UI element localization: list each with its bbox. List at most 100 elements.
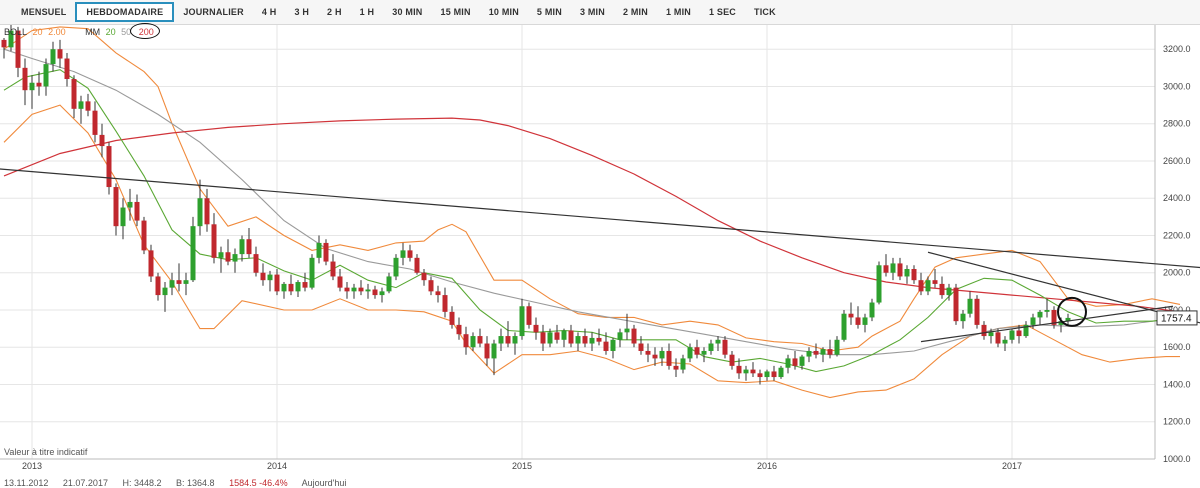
mm200-period: 200 <box>138 27 154 37</box>
candle-down <box>1016 330 1022 337</box>
candle-down <box>484 343 490 359</box>
candle-up <box>1058 321 1064 325</box>
candle-up <box>127 201 133 208</box>
x-tick-label: 2014 <box>267 461 287 471</box>
trend-line <box>920 305 1174 343</box>
boll-period: 20 <box>32 27 43 37</box>
candle-up <box>890 263 896 273</box>
footer-start-date: 13.11.2012 <box>4 478 49 488</box>
timeframe-2-min[interactable]: 2 MIN <box>622 7 648 17</box>
candle-down <box>1051 309 1057 325</box>
boll-legend[interactable]: BOLL 20 2.00 <box>4 27 71 37</box>
timeframe-1-sec[interactable]: 1 SEC <box>708 7 736 17</box>
candle-up <box>946 287 952 296</box>
candle-down <box>106 146 112 188</box>
candle-down <box>568 330 574 344</box>
candle-up <box>197 198 203 227</box>
grid-lines <box>0 25 1155 460</box>
candle-up <box>701 350 707 355</box>
candle-down <box>176 280 182 284</box>
candle-down <box>974 298 980 325</box>
candle-down <box>22 67 28 91</box>
candle-up <box>862 317 868 325</box>
candle-down <box>582 336 588 344</box>
candle-up <box>1009 330 1015 340</box>
candle-up <box>869 302 875 318</box>
candle-down <box>435 291 441 296</box>
candle-down <box>736 365 742 374</box>
timeframe-mensuel[interactable]: MENSUEL <box>21 7 67 17</box>
candle-down <box>750 369 756 374</box>
candle-down <box>246 239 252 255</box>
footer-change: 1584.5 -46.4% <box>229 478 288 488</box>
timeframe-15-min[interactable]: 15 MIN <box>440 7 471 17</box>
candle-up <box>169 280 175 288</box>
candle-down <box>981 324 987 337</box>
candle-up <box>876 265 882 303</box>
timeframe-4-h[interactable]: 4 H <box>261 7 277 17</box>
candle-down <box>99 134 105 147</box>
candle-up <box>386 276 392 292</box>
candle-up <box>183 280 189 284</box>
candle-up <box>988 332 994 337</box>
candle-up <box>624 328 630 333</box>
candle-down <box>897 263 903 277</box>
candle-up <box>659 350 665 359</box>
mm200-line <box>3 117 1181 313</box>
candle-up <box>1037 311 1043 318</box>
candle-up <box>785 358 791 368</box>
candle-up <box>1023 324 1029 337</box>
candle-up <box>799 356 805 366</box>
circle-annotation <box>1057 296 1087 327</box>
footer-end-date: 21.07.2017 <box>62 478 108 488</box>
candle-up <box>29 82 35 91</box>
mm-legend[interactable]: MM 20 50 200 <box>85 27 159 37</box>
candle-down <box>911 269 917 281</box>
price-chart[interactable]: 1000.0 1200.0 1400.0 1600.0 1800.0 2000.0 2200… <box>0 25 1200 477</box>
candles <box>1 25 1071 385</box>
candle-down <box>540 332 546 344</box>
footer-today[interactable]: Aujourd'hui <box>301 478 347 488</box>
timeframe-1-h[interactable]: 1 H <box>359 7 375 17</box>
indicator-legend: BOLL 20 2.00 MM 20 50 200 <box>4 27 173 37</box>
candle-up <box>1044 309 1050 312</box>
candle-down <box>729 354 735 366</box>
candle-up <box>925 280 931 292</box>
candle-down <box>456 324 462 335</box>
candle-down <box>421 272 427 281</box>
candle-up <box>162 287 168 296</box>
boll-deviation: 2.00 <box>48 27 66 37</box>
indicator-lines <box>3 26 1181 399</box>
timeframe-5-min[interactable]: 5 MIN <box>536 7 562 17</box>
candle-down <box>1 39 7 48</box>
boll-upper-line <box>3 26 1181 352</box>
candle-down <box>554 332 560 340</box>
timeframe-1-min[interactable]: 1 MIN <box>665 7 691 17</box>
y-tick-label: 1800.0 <box>1163 305 1191 315</box>
candle-up <box>239 239 245 255</box>
timeframe-2-h[interactable]: 2 H <box>327 7 342 17</box>
candle-down <box>85 101 91 111</box>
candle-up <box>498 336 504 344</box>
disclaimer-note: Valeur à titre indicatif <box>4 447 88 457</box>
timeframe-journalier[interactable]: JOURNALIER <box>183 7 244 17</box>
candle-up <box>806 350 812 357</box>
candle-up <box>316 242 322 258</box>
timeframe-10-min[interactable]: 10 MIN <box>488 7 519 17</box>
annotations: 1757.4 <box>1057 296 1198 327</box>
candle-down <box>848 313 854 318</box>
candle-down <box>652 354 658 359</box>
timeframe-3-min[interactable]: 3 MIN <box>579 7 605 17</box>
candle-down <box>225 252 231 262</box>
candle-down <box>995 332 1001 344</box>
candle-up <box>232 254 238 262</box>
timeframe-toolbar: MENSUEL HEBDOMADAIRE JOURNALIER 4 H 3 H 2 H 1 … <box>0 0 1200 25</box>
candle-up <box>8 30 14 48</box>
timeframe-tick[interactable]: TICK <box>754 7 776 17</box>
candle-up <box>904 269 910 277</box>
timeframe-hebdomadaire[interactable]: HEBDOMADAIRE <box>75 2 175 22</box>
candle-up <box>764 371 770 378</box>
timeframe-3-h[interactable]: 3 H <box>294 7 310 17</box>
candle-down <box>666 350 672 366</box>
timeframe-30-min[interactable]: 30 MIN <box>392 7 423 17</box>
